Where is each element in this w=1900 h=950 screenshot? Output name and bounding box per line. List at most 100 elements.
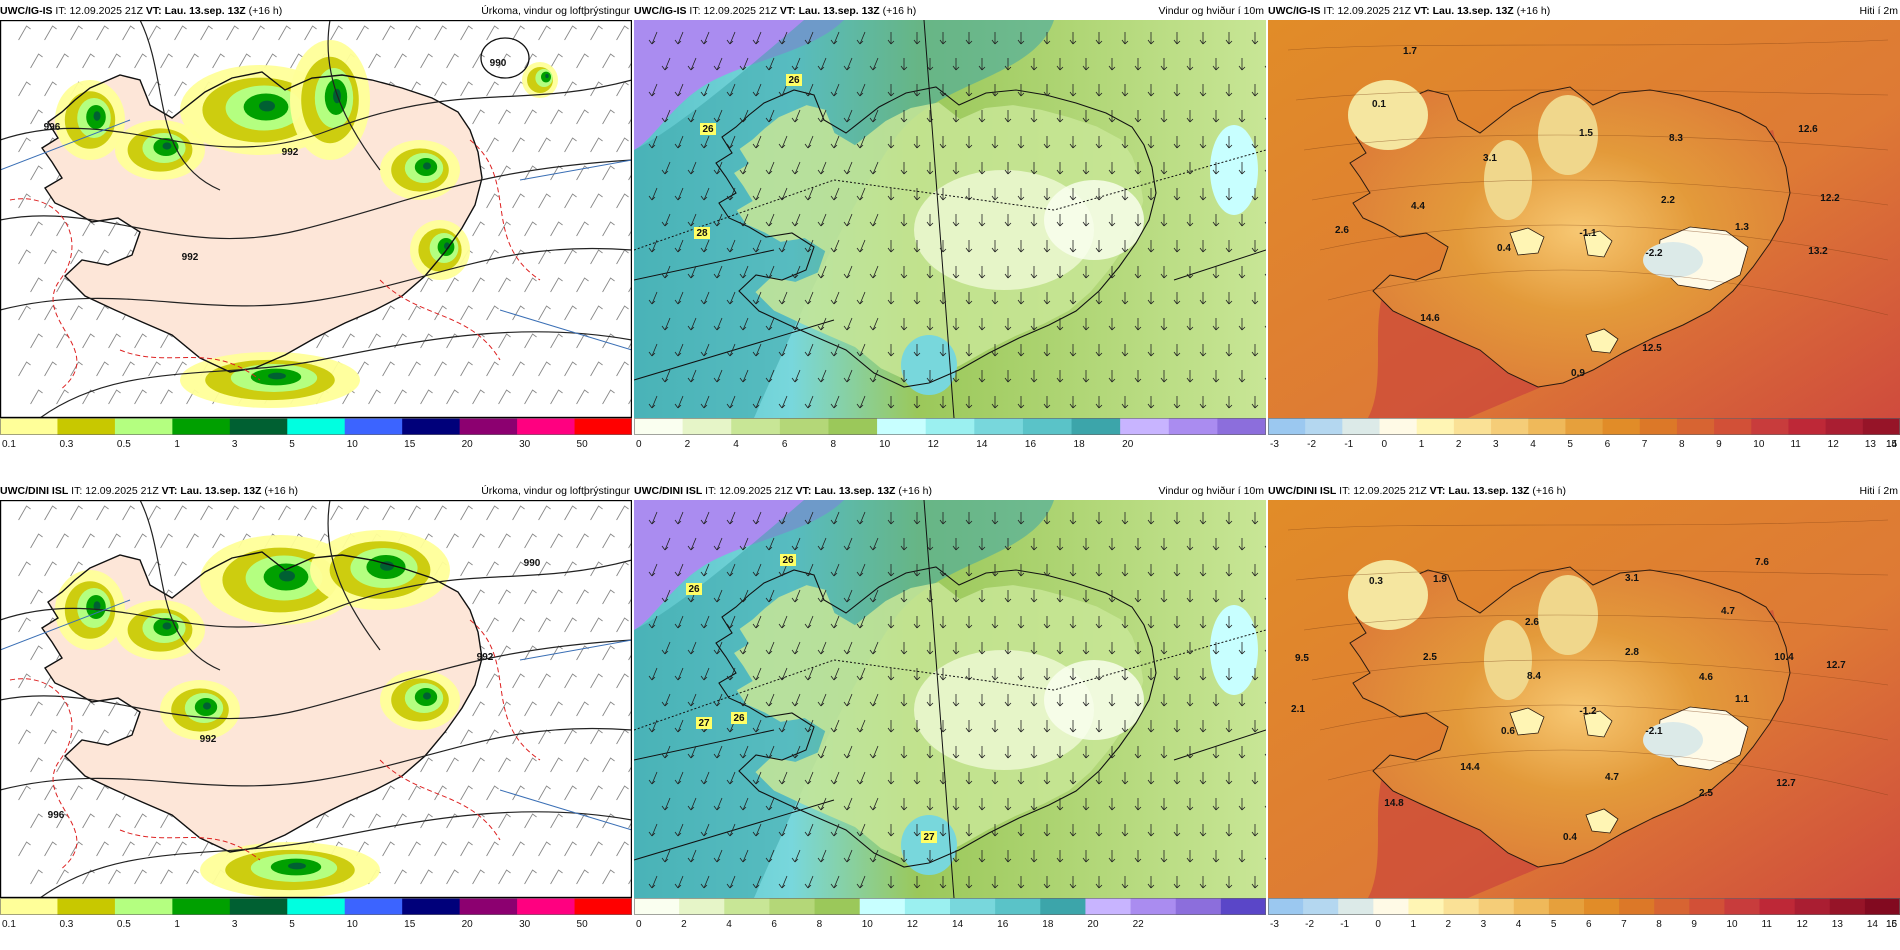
colorbar-tick: 7 [1621,919,1627,930]
map-precip: 990 992 992 996 [0,20,632,418]
colorbar-swatch [1654,898,1690,915]
colorbar-swatch [904,898,951,915]
panel-header: UWC/IG-IS IT: 12.09.2025 21Z VT: Lau. 13… [1268,3,1900,20]
lead-time: (+16 h) [248,5,283,17]
colorbar-swatch [517,898,576,915]
colorbar-swatch [1268,898,1304,915]
model-name: UWC/DINI ISL [1268,485,1337,497]
map-annotation: 26 [733,713,745,724]
colorbar-swatch [1217,418,1266,435]
vt-label: VT: [1429,485,1446,497]
colorbar-tick: 1 [174,919,180,930]
colorbar-swatch [344,418,403,435]
init-time: 12.09.2025 21Z [703,5,777,17]
colorbar-swatch [1825,418,1864,435]
lead-time: (+16 h) [264,485,298,497]
field-title: Úrkoma, vindur og loftþrýstingur [481,485,630,497]
map-annotation: 2.2 [1661,195,1675,206]
colorbar-swatch [114,898,173,915]
map-canvas: 0.3 1.9 3.1 7.6 4.7 2.6 2.8 9.5 2.5 8.4 4.6 10.4 12.… [1268,500,1900,898]
colorbar: 0 2 4 6 8 10 12 14 16 18 20 22 [634,898,1266,930]
colorbar-swatch [114,418,173,435]
colorbar-tick: 0.5 [117,919,131,930]
colorbar-tick: 5 [289,919,295,930]
map-wind: 26 26 27 26 27 [634,500,1266,898]
colorbar-swatch [172,418,231,435]
colorbar-tick: 2 [685,439,691,450]
colorbar-swatch [1491,418,1529,435]
colorbar-swatch [1794,898,1831,915]
colorbar-tick: 11 [1790,439,1801,450]
panel-header: UWC/DINI ISL IT: 12.09.2025 21Z VT: Lau.… [0,483,632,500]
colorbar-swatch [1379,418,1418,435]
map-precip: 990 992 992 996 [0,500,632,898]
colorbar-swatch [1071,418,1121,435]
colorbar-tick: 12 [907,919,919,930]
lead-time: (+16 h) [1532,485,1566,497]
colorbar-swatch [1443,898,1480,915]
colorbar-swatch [1689,898,1725,915]
colorbar-tick: 8 [1679,439,1685,450]
map-annotation: -2.2 [1645,248,1663,259]
map-annotation: 3.1 [1625,573,1639,584]
colorbar-tick: -3 [1270,439,1279,450]
valid-time: Lau. 13.sep. 13Z [180,485,262,497]
colorbar-swatch [1602,418,1641,435]
colorbar-tick: 15 [404,919,416,930]
it-label: IT: [689,5,701,17]
colorbar-swatch [1268,418,1306,435]
colorbar-swatch [877,418,927,435]
colorbar: 0.1 0.3 0.5 1 3 5 10 15 20 30 50 [0,898,632,930]
colorbar-tick: 5 [1567,439,1573,450]
map-annotation: 996 [48,810,65,821]
colorbar-tick: 22 [1133,919,1145,930]
map-annotation: 7.6 [1755,557,1769,568]
colorbar-tick: 2 [1456,439,1462,450]
colorbar-tick: 18 [1042,919,1054,930]
colorbar-swatch [1453,418,1492,435]
map-annotation: 990 [524,558,541,569]
map-annotation: 4.4 [1411,201,1425,212]
colorbar-tick: 18 [1074,439,1086,450]
map-annotation: 0.4 [1563,832,1577,843]
map-annotation: -1.2 [1579,706,1597,717]
panel-dini-wind: UWC/DINI ISL IT: 12.09.2025 21Z VT: Lau.… [634,483,1266,930]
map-canvas: 990 992 992 996 [0,500,632,898]
colorbar-tick: 2 [681,919,687,930]
vt-label: VT: [145,5,162,17]
colorbar-swatch [1338,898,1374,915]
map-annotation: 12.2 [1820,193,1840,204]
colorbar-swatch [828,418,878,435]
colorbar-swatch [1788,418,1827,435]
colorbar-swatch [1040,898,1086,915]
map-annotation: 1.5 [1579,128,1593,139]
colorbar-swatch [344,898,403,915]
colorbar-tick: -2 [1305,919,1314,930]
colorbar-tick: 0 [636,439,642,450]
colorbar-swatch [1864,898,1900,915]
colorbar-tick: 0 [1382,439,1388,450]
colorbar-tick: 4 [733,439,739,450]
map-annotation: 8.3 [1669,133,1683,144]
colorbar-tick: 0.1 [2,439,16,450]
map-annotation: 27 [698,718,710,729]
colorbar-swatch [1130,898,1177,915]
lead-time: (+16 h) [898,485,932,497]
map-annotation: 14.8 [1384,798,1404,809]
colorbar-tick: 20 [1087,919,1099,930]
colorbar-tick: 12 [1828,439,1840,450]
colorbar-swatch [1175,898,1222,915]
map-wind: 26 26 28 [634,20,1266,418]
colorbar-swatch [287,898,346,915]
colorbar: -3 -2 -1 0 1 2 3 4 5 6 7 8 9 10 11 12 13 14 15 16 [1268,898,1900,930]
map-annotation: 26 [702,124,714,135]
map-annotation: 0.3 [1369,576,1383,587]
colorbar-tick: 5 [1551,919,1557,930]
header-left: UWC/DINI ISL IT: 12.09.2025 21Z VT: Lau.… [1268,483,1566,500]
colorbar-tick: 6 [1586,919,1592,930]
lead-time: (+16 h) [1516,5,1551,17]
colorbar-tick: 15 [1886,439,1898,450]
colorbar-swatch [1303,898,1339,915]
colorbar-tick: 30 [519,919,531,930]
colorbar-swatch [57,898,116,915]
